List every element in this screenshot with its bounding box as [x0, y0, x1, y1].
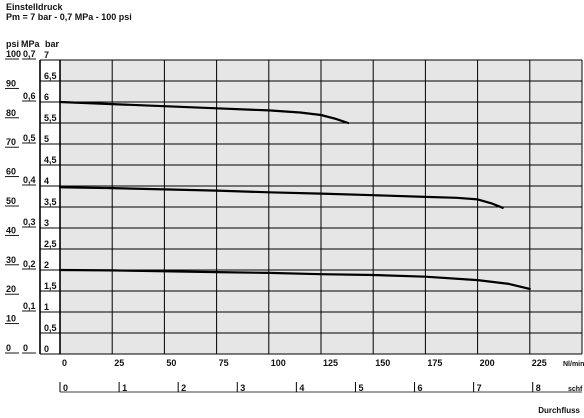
bar-tick-label: 5,5 [44, 113, 57, 123]
x-tick-label: 75 [219, 358, 229, 368]
secondary-x-tick-label: 0 [63, 383, 68, 393]
secondary-x-tick-label: 7 [477, 383, 482, 393]
mpa-tick-label: 0,4 [23, 175, 36, 185]
chart-subtitle: Pm = 7 bar - 0,7 MPa - 100 psi [6, 12, 132, 22]
secondary-x-tick-label: 6 [418, 383, 423, 393]
mpa-tick-label: 0,1 [23, 301, 36, 311]
plot-grid [39, 59, 583, 355]
secondary-x-tick-label: 4 [299, 383, 304, 393]
series-line-3 [58, 268, 531, 290]
psi-tick-label: 80 [6, 108, 16, 118]
series-line-1 [58, 100, 350, 125]
x-tick-label: 225 [532, 358, 547, 368]
psi-tick-label: 60 [6, 167, 16, 177]
y-unit-label-psi: psi [6, 39, 19, 49]
psi-tick-label: 30 [6, 255, 16, 265]
x-tick-label: 125 [323, 358, 338, 368]
psi-tick-label: 90 [6, 78, 16, 88]
x-tick-label: 100 [271, 358, 286, 368]
y-unit-label-mpa: MPa [21, 39, 41, 49]
bar-tick-label: 6,5 [44, 71, 57, 81]
secondary-x-tick-label: 2 [181, 383, 186, 393]
x-tick-label: 25 [114, 358, 124, 368]
mpa-tick-label: 0,3 [23, 217, 36, 227]
bar-tick-label: 5 [44, 134, 49, 144]
pressure-curves [58, 100, 531, 290]
secondary-x-unit-label: schf [568, 386, 583, 393]
secondary-x-tick-label: 8 [536, 383, 541, 393]
bar-tick-label: 2 [44, 260, 49, 270]
bar-tick-label: 3,5 [44, 197, 57, 207]
x-tick-label: 175 [427, 358, 442, 368]
chart-title: Einstelldruck [6, 2, 63, 12]
psi-tick-label: 70 [6, 137, 16, 147]
bar-tick-label: 7 [44, 50, 49, 60]
bar-tick-label: 4,5 [44, 155, 57, 165]
mpa-tick-label: 0 [23, 343, 28, 353]
bar-tick-label: 3 [44, 218, 49, 228]
bar-tick-label: 2,5 [44, 239, 57, 249]
bar-tick-label: 4 [44, 176, 49, 186]
mpa-tick-label: 0,5 [23, 133, 36, 143]
mpa-tick-label: 0,6 [23, 91, 36, 101]
psi-tick-label: 10 [6, 314, 16, 324]
y-unit-label-bar: bar [45, 39, 60, 49]
psi-tick-label: 40 [6, 225, 16, 235]
series-line-2 [58, 186, 504, 209]
bar-tick-label: 0,5 [44, 323, 57, 333]
psi-tick-label: 50 [6, 196, 16, 206]
secondary-x-tick-label: 1 [122, 383, 127, 393]
axis-labels: psi MPa bar76,565,554,543,532,521,510,500,… [5, 39, 584, 415]
bar-tick-label: 6 [44, 92, 49, 102]
x-tick-label: 150 [375, 358, 390, 368]
bar-tick-label: 1,5 [44, 281, 57, 291]
bar-tick-label: 1 [44, 302, 49, 312]
x-tick-label: 200 [480, 358, 495, 368]
psi-tick-label: 20 [6, 284, 16, 294]
secondary-x-tick-label: 5 [358, 383, 363, 393]
x-tick-label: 0 [62, 358, 67, 368]
mpa-tick-label: 0,7 [23, 49, 36, 59]
x-axis-title: Durchfluss [538, 406, 580, 415]
secondary-x-tick-label: 3 [240, 383, 245, 393]
x-unit-label: Nl/min [563, 361, 584, 368]
psi-tick-label: 100 [6, 49, 21, 59]
mpa-tick-label: 0,2 [23, 259, 36, 269]
psi-tick-label: 0 [6, 343, 11, 353]
bar-tick-label: 0 [44, 344, 49, 354]
x-tick-label: 50 [166, 358, 176, 368]
